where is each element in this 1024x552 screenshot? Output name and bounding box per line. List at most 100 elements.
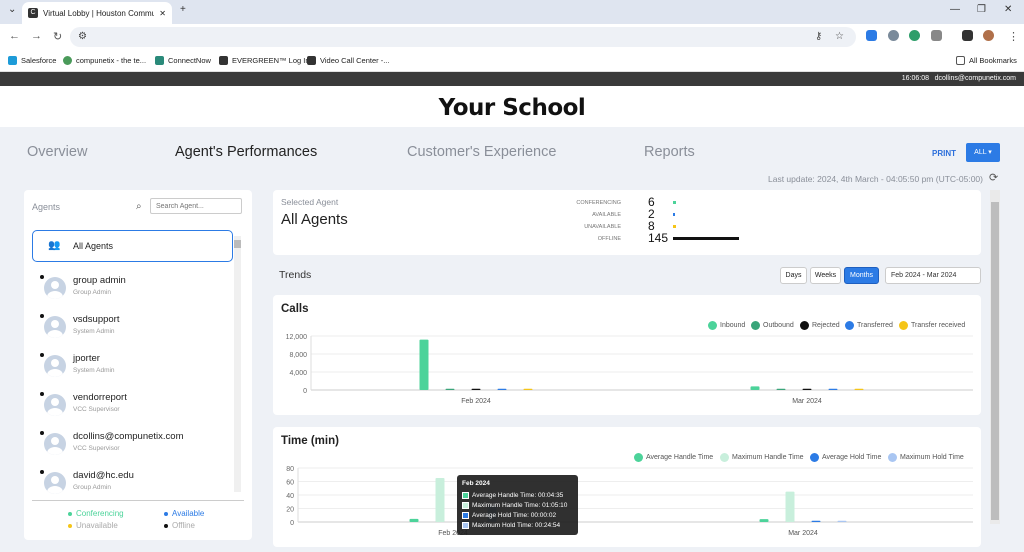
bookmark-video-call-center[interactable]: Video Call Center -...	[307, 56, 389, 65]
address-bar[interactable]: ⚙ ⚷ ☆	[70, 27, 856, 47]
extension-shield-icon[interactable]	[866, 30, 877, 41]
window-close-icon[interactable]: ✕	[1004, 4, 1013, 15]
reload-icon[interactable]: ↻	[53, 31, 63, 43]
scrollbar-thumb[interactable]	[234, 240, 241, 248]
search-icon[interactable]: ⌕	[136, 201, 142, 212]
profile-avatar-icon[interactable]	[983, 30, 994, 41]
period-weeks-button[interactable]: Weeks	[810, 267, 841, 284]
agents-scrollbar[interactable]	[234, 236, 241, 492]
avatar	[44, 433, 66, 455]
refresh-icon[interactable]: ⟳	[989, 172, 999, 184]
stat-label: CONFERENCING	[576, 200, 621, 206]
tooltip-swatch	[462, 511, 469, 519]
bookmark-salesforce[interactable]: Salesforce	[8, 56, 56, 65]
legend-offline: Offline	[164, 521, 195, 530]
minimize-icon[interactable]: —	[950, 4, 960, 15]
bar[interactable]	[419, 339, 429, 390]
bar[interactable]	[445, 388, 455, 390]
period-months-button[interactable]: Months	[844, 267, 879, 284]
all-bookmarks[interactable]: All Bookmarks	[956, 56, 1017, 65]
legend-label: Inbound	[720, 322, 746, 329]
legend-maximum-hold-time[interactable]: Maximum Hold Time	[888, 453, 964, 462]
calls-chart: 12,000 8,000 4,000 0 Feb 2024 Mar 2024	[286, 334, 973, 405]
bookmark-connectnow[interactable]: ConnectNow	[155, 56, 211, 65]
tooltip-label: Average Hold Time: 00:00:02	[472, 511, 557, 519]
bar[interactable]	[811, 520, 821, 522]
search-agent-input[interactable]	[150, 198, 242, 214]
stat-conferencing: CONFERENCING 6	[557, 195, 757, 209]
legend-label: Transfer received	[911, 322, 966, 329]
legend-swatch	[888, 453, 897, 462]
tab-search-icon[interactable]: ⌄	[8, 4, 17, 15]
tab-reports[interactable]: Reports	[644, 144, 695, 160]
bar[interactable]	[759, 519, 769, 522]
print-button[interactable]: PRINT	[932, 149, 956, 158]
bar[interactable]	[828, 388, 838, 390]
bar[interactable]	[497, 388, 507, 390]
list-item[interactable]: vsdsupport System Admin	[38, 312, 228, 348]
close-tab-icon[interactable]: ✕	[159, 8, 166, 18]
period-days-button[interactable]: Days	[780, 267, 807, 284]
browser-toolbar: ← → ↻ ⚙ ⚷ ☆ ⋮	[0, 24, 1024, 50]
page-scrollbar[interactable]	[990, 190, 1000, 524]
legend-outbound[interactable]: Outbound	[751, 321, 794, 330]
bar[interactable]	[837, 520, 847, 522]
bookmarks-bar: Salesforce compunetix - the te... Connec…	[0, 50, 1024, 72]
bar[interactable]	[435, 478, 445, 522]
user-email[interactable]: dcollins@compunetix.com	[934, 75, 1016, 82]
bar[interactable]	[471, 388, 481, 390]
new-tab-icon[interactable]: +	[180, 4, 186, 15]
status-legend: Conferencing Available Unavailable Offli…	[32, 500, 244, 530]
bar[interactable]	[802, 388, 812, 390]
all-dropdown-button[interactable]: ALL ▾	[966, 143, 1000, 162]
bookmark-evergreen[interactable]: EVERGREEN™ Log In	[219, 56, 310, 65]
back-icon[interactable]: ←	[9, 30, 20, 42]
legend-rejected[interactable]: Rejected	[800, 321, 840, 330]
legend-inbound[interactable]: Inbound	[708, 321, 745, 330]
legend-dot	[164, 511, 168, 516]
bar[interactable]	[523, 388, 533, 390]
password-key-icon[interactable]: ⚷	[815, 31, 823, 42]
legend-label: Outbound	[763, 322, 794, 329]
bookmark-compunetix[interactable]: compunetix - the te...	[63, 56, 146, 65]
site-info-icon[interactable]: ⚙	[78, 31, 87, 42]
status-dot	[40, 392, 44, 396]
tooltip-label: Maximum Hold Time: 00:24:54	[472, 521, 561, 529]
extensions-puzzle-icon[interactable]	[931, 30, 942, 41]
list-item[interactable]: jporter System Admin	[38, 351, 228, 387]
legend-transferred[interactable]: Transferred	[845, 321, 893, 330]
bar[interactable]	[785, 491, 795, 522]
tab-overview[interactable]: Overview	[27, 144, 88, 160]
browser-menu-icon[interactable]: ⋮	[1008, 31, 1019, 43]
forward-icon[interactable]: →	[31, 30, 42, 42]
list-item[interactable]: group admin Group Admin	[38, 273, 228, 309]
legend-swatch	[810, 453, 819, 462]
legend-average-hold-time[interactable]: Average Hold Time	[810, 453, 881, 462]
tab-customers-experience[interactable]: Customer's Experience	[407, 144, 557, 160]
restore-icon[interactable]: ❐	[977, 4, 986, 15]
extension-zoom-icon[interactable]	[888, 30, 899, 41]
all-agents-item[interactable]: 👥 All Agents	[32, 230, 233, 262]
bar[interactable]	[776, 388, 786, 390]
side-panel-icon[interactable]	[962, 30, 973, 41]
tab-agents-performances[interactable]: Agent's Performances	[175, 144, 318, 160]
legend-maximum-handle-time[interactable]: Maximum Handle Time	[720, 453, 804, 462]
stat-offline: OFFLINE 145	[557, 231, 757, 245]
extension-circle-icon[interactable]	[909, 30, 920, 41]
bar[interactable]	[750, 386, 760, 390]
legend-transfer-received[interactable]: Transfer received	[899, 321, 965, 330]
agent-role: Group Admin	[73, 484, 111, 491]
bar[interactable]	[854, 388, 864, 390]
legend-average-handle-time[interactable]: Average Handle Time	[634, 453, 713, 462]
browser-tab[interactable]: C Virtual Lobby | Houston Commu ✕	[22, 2, 172, 24]
legend-label: Rejected	[812, 322, 840, 329]
date-range-picker[interactable]: Feb 2024 - Mar 2024	[885, 267, 981, 284]
list-item[interactable]: vendorreport VCC Supervisor	[38, 390, 228, 426]
legend-dot	[68, 511, 72, 516]
list-item[interactable]: dcollins@compunetix.com VCC Supervisor	[38, 429, 228, 465]
legend-label: Conferencing	[76, 509, 124, 518]
bar[interactable]	[409, 518, 419, 522]
bookmark-star-icon[interactable]: ☆	[835, 31, 844, 42]
list-item[interactable]: david@hc.edu Group Admin	[38, 468, 228, 504]
page-scrollbar-thumb[interactable]	[991, 202, 999, 520]
